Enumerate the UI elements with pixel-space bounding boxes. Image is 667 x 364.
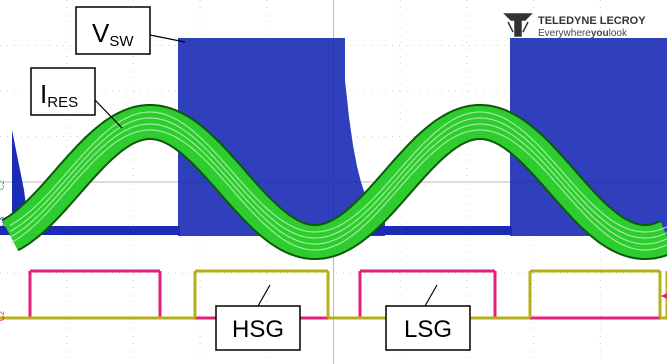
- oscilloscope-screen: C2 C3 C2 TELEDYNE LECROY Everywhereyoulo…: [0, 0, 667, 364]
- tagline-end: look: [609, 28, 628, 39]
- logo-brand: TELEDYNE LECROY: [538, 15, 646, 27]
- vsw-trace: [30, 226, 180, 235]
- label-main: I: [40, 79, 47, 109]
- logo-tagline: Everywhereyoulook: [538, 28, 628, 39]
- label-sub: SW: [109, 33, 134, 50]
- label-sub: RES: [47, 94, 78, 111]
- lsg-label: LSG: [404, 316, 452, 343]
- channel-marker: C3: [0, 216, 6, 227]
- vsw-trace: [372, 226, 512, 235]
- hsg-label: HSG: [232, 316, 284, 343]
- channel-marker: C2: [0, 179, 6, 190]
- label-main: V: [92, 18, 110, 48]
- channel-marker: C2: [0, 310, 6, 321]
- tagline-start: Everywhere: [538, 28, 591, 39]
- tagline-bold: you: [591, 28, 609, 39]
